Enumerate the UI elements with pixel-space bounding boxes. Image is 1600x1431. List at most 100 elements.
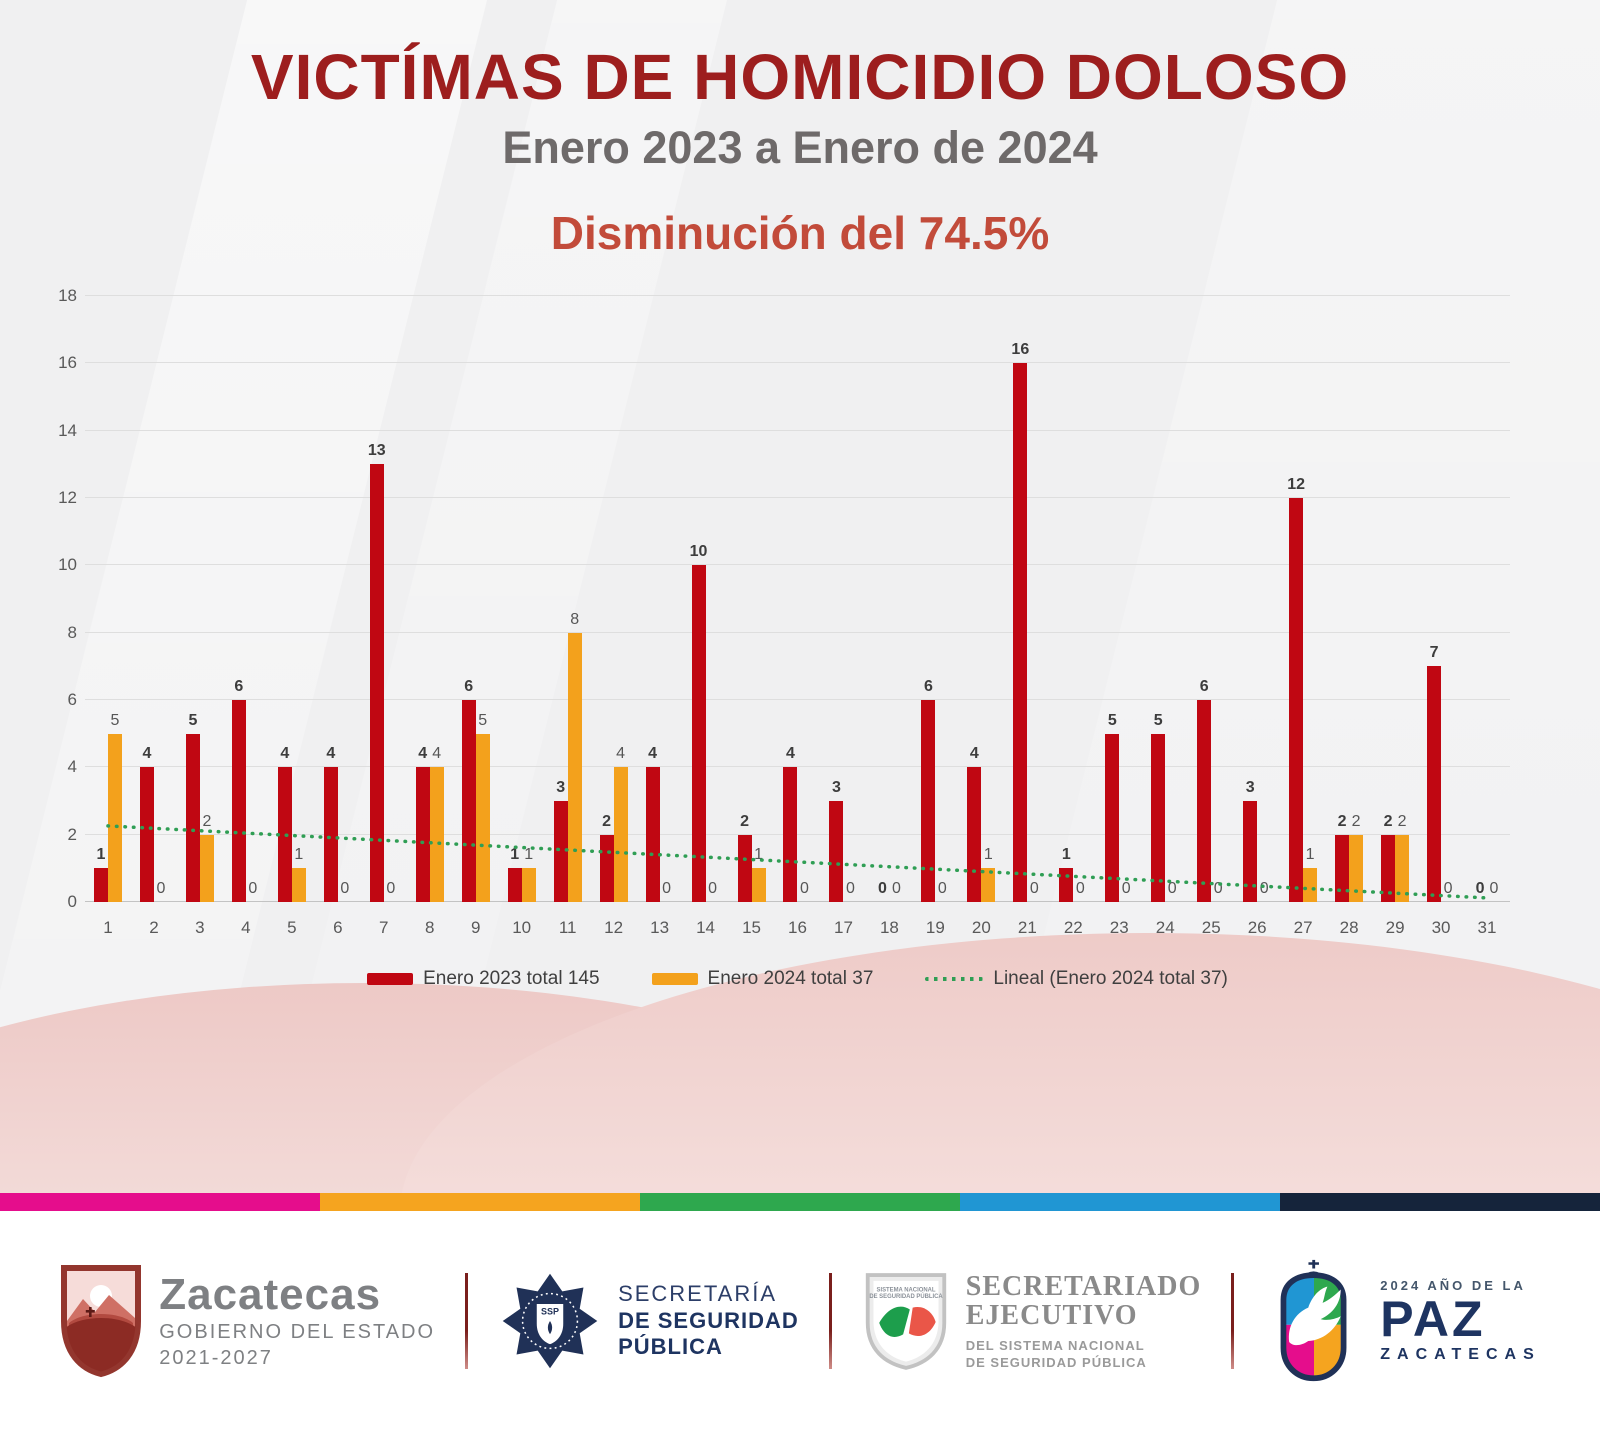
- day-group-27: 12 1: [1280, 296, 1326, 902]
- legend: Enero 2023 total 145 Enero 2024 total 37…: [85, 968, 1510, 990]
- value-label-2024-day-26: 0: [1259, 880, 1269, 897]
- bar-2023-day-8: [415, 767, 430, 902]
- grid-line: [85, 901, 1510, 902]
- legend-label-trend: Lineal (Enero 2024 total 37): [993, 968, 1228, 989]
- bar-2023-day-28: [1335, 834, 1350, 902]
- y-axis: 0 2 4 6 8 10 12 14 16 18: [33, 286, 77, 911]
- x-axis-tick: 20: [971, 918, 991, 937]
- value-label-2024-day-31: 0: [1489, 880, 1499, 897]
- legend-item-2023: Enero 2023 total 145: [367, 968, 600, 990]
- x-axis-tick: 3: [195, 918, 205, 937]
- paz-dove-icon: [1280, 1259, 1347, 1382]
- bar-2023-day-19: [921, 700, 936, 902]
- bar-2024-day-9: [475, 733, 490, 902]
- bar-2024-day-15: [751, 868, 766, 902]
- bar-2023-day-11: [553, 801, 568, 902]
- ssp-line3: PÚBLICA: [618, 1334, 723, 1360]
- x-axis-tick: 25: [1201, 918, 1221, 937]
- x-axis-tick: 29: [1385, 918, 1405, 937]
- y-axis-tick: 8: [67, 622, 77, 642]
- x-axis-tick: 8: [425, 918, 435, 937]
- value-label-2024-day-12: 4: [616, 745, 626, 763]
- y-axis-tick: 2: [67, 824, 77, 844]
- ssp-line1: SECRETARÍA: [618, 1281, 778, 1307]
- value-label-2023-day-14: 10: [689, 543, 708, 561]
- snsp-caption-1: SISTEMA NACIONAL: [876, 1287, 935, 1293]
- value-label-2024-day-3: 2: [202, 812, 212, 830]
- secretariado-line4: DE SEGURIDAD PÚBLICA: [965, 1355, 1147, 1371]
- ssp-line2: DE SEGURIDAD: [618, 1307, 799, 1333]
- value-label-2024-day-24: 0: [1167, 880, 1177, 897]
- footer-separator: [1231, 1273, 1235, 1369]
- x-axis-tick: 27: [1293, 918, 1313, 937]
- zacatecas-line2: 2021-2027: [159, 1347, 273, 1370]
- paz-line3: ZACATECAS: [1380, 1345, 1541, 1363]
- x-axis-tick: 9: [470, 918, 481, 937]
- paz-line1: 2024 AÑO DE LA: [1380, 1278, 1526, 1294]
- x-axis-tick: 5: [287, 918, 297, 937]
- bar-2023-day-25: [1197, 700, 1212, 902]
- stripe-segment-5: [1280, 1193, 1600, 1211]
- chart-background: [0, 0, 1600, 1193]
- bar-2024-day-28: [1349, 834, 1364, 902]
- value-label-2023-day-28: 2: [1337, 812, 1347, 830]
- value-label-2023-day-12: 2: [602, 812, 612, 830]
- x-axis-tick: 22: [1063, 918, 1083, 937]
- snsp-caption-2: DE SEGURIDAD PÚBLICA: [869, 1293, 943, 1300]
- value-label-2023-day-24: 5: [1153, 711, 1163, 729]
- page-subtitle: Enero 2023 a Enero de 2024: [502, 122, 1098, 173]
- stripe-segment-3: [640, 1193, 960, 1211]
- value-label-2024-day-16: 0: [800, 880, 809, 897]
- zacatecas-text: Zacatecas GOBIERNO DEL ESTADO 2021-2027: [159, 1271, 435, 1370]
- stripe-segment-4: [960, 1193, 1280, 1211]
- value-label-2023-day-26: 3: [1245, 779, 1255, 796]
- secretariado-line3: DEL SISTEMA NACIONAL: [965, 1338, 1145, 1354]
- value-label-2024-day-5: 1: [294, 846, 304, 864]
- legend-item-trend: Lineal (Enero 2024 total 37): [925, 968, 1228, 990]
- y-axis-tick: 12: [58, 488, 77, 507]
- footer-separator: [828, 1273, 832, 1369]
- value-label-2023-day-27: 12: [1287, 476, 1306, 493]
- x-axis-tick: 14: [696, 918, 716, 937]
- grid-line: [85, 362, 1510, 364]
- plot-area: 1 5 1 4 0 2 5 2 3 6 0 4 4 1 5 4 0 6 13 0 7 4 4 8 6 5 9 1 1 10 3 8 11 2 4 12…: [85, 295, 1510, 937]
- bar-2024-day-11: [567, 632, 582, 902]
- x-axis-tick: 16: [788, 918, 807, 937]
- value-label-2024-day-7: 0: [386, 880, 396, 897]
- value-label-2024-day-22: 0: [1075, 880, 1085, 897]
- legend-item-2024: Enero 2024 total 37: [651, 968, 873, 990]
- x-axis-tick: 30: [1431, 918, 1451, 937]
- value-label-2023-day-20: 4: [969, 745, 979, 763]
- zacatecas-shield-icon: [61, 1265, 142, 1378]
- y-axis-tick: 6: [67, 690, 77, 709]
- paz-text: 2024 AÑO DE LA PAZ ZACATECAS: [1380, 1278, 1540, 1364]
- bar-chart: 0 2 4 6 8 10 12 14 16 18 1 5 1 4 0 2 5 2 3 6 0 4 4 1 5 4 0 6 13 0 7 4 4…: [45, 286, 1555, 1032]
- value-label-2023-day-19: 6: [923, 678, 933, 695]
- paz-line2: PAZ: [1380, 1291, 1486, 1348]
- y-axis-tick: 18: [58, 286, 77, 305]
- legend-swatch-trend: [925, 977, 984, 981]
- grid-line: [85, 564, 1510, 566]
- value-label-2023-day-7: 13: [367, 442, 386, 460]
- value-label-2024-day-27: 1: [1305, 846, 1315, 864]
- x-axis-tick: 18: [879, 918, 899, 937]
- value-label-2023-day-8: 4: [418, 745, 428, 763]
- bar-2023-day-5: [277, 767, 292, 902]
- value-label-2024-day-20: 1: [983, 846, 993, 864]
- value-label-2023-day-25: 6: [1199, 678, 1209, 695]
- ssp-star-badge-icon: SSP: [502, 1273, 598, 1369]
- legend-swatch-2024: [651, 973, 698, 985]
- value-label-2023-day-2: 4: [142, 745, 152, 763]
- grid-line: [85, 631, 1510, 633]
- grid-line: [85, 497, 1510, 498]
